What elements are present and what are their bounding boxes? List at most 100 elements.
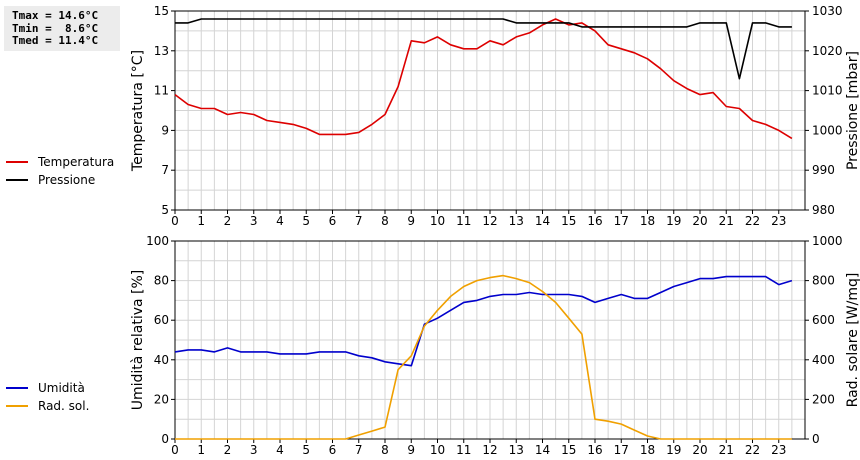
y-tick-label-right-top: 990 (812, 163, 835, 177)
series-line-umidit (174, 275, 793, 367)
legend-bottom: Umidità Rad. sol. (6, 379, 89, 415)
series-line-pressione (175, 18, 792, 80)
stat-tmed: Tmed = 11.4°C (12, 34, 99, 47)
y-tick-label-right-bottom: 0 (812, 432, 820, 446)
y-tick-label-right-top: 1020 (812, 44, 843, 58)
stat-tmin: Tmin = 8.6°C (12, 21, 99, 35)
x-tick-label-top: 20 (692, 214, 707, 228)
x-tick-label-bottom: 14 (535, 443, 550, 457)
chart-bottom: 0 1 2 3 4 5 6 7 8 9 10 11 12 13 14 15 16 17 18 19 20 21 22 2302… (130, 234, 860, 457)
y-tick-label-left-top: 13 (154, 44, 169, 58)
y-tick-label-left-top: 5 (161, 203, 169, 217)
legend-item-umidita: Umidità (6, 379, 89, 397)
x-tick-label-top: 8 (381, 214, 389, 228)
y-tick-label-left-top: 15 (154, 4, 169, 18)
legend-swatch-temperatura (6, 161, 28, 163)
y-tick-label-right-top: 1010 (812, 84, 843, 98)
x-tick-label-bottom: 11 (456, 443, 471, 457)
x-tick-label-top: 17 (614, 214, 629, 228)
x-tick-label-top: 12 (482, 214, 497, 228)
y-tick-label-right-bottom: 400 (812, 353, 835, 367)
y-tick-label-right-bottom: 1000 (812, 234, 843, 248)
legend-top: Temperatura Pressione (6, 153, 114, 189)
x-tick-label-bottom: 15 (561, 443, 576, 457)
y-tick-label-right-bottom: 200 (812, 392, 835, 406)
x-tick-label-top: 10 (430, 214, 445, 228)
y-axis-label-left-bottom: Umidità relativa [%] (130, 270, 146, 411)
legend-item-temperatura: Temperatura (6, 153, 114, 171)
x-tick-label-bottom: 0 (171, 443, 179, 457)
y-tick-label-right-top: 1000 (812, 123, 843, 137)
x-tick-label-top: 23 (771, 214, 786, 228)
x-tick-label-bottom: 23 (771, 443, 786, 457)
x-tick-label-bottom: 3 (250, 443, 258, 457)
y-tick-label-left-top: 9 (161, 123, 169, 137)
x-tick-label-bottom: 21 (719, 443, 734, 457)
x-tick-label-bottom: 1 (197, 443, 205, 457)
x-tick-label-top: 6 (329, 214, 337, 228)
x-tick-label-top: 0 (171, 214, 179, 228)
x-tick-label-bottom: 5 (302, 443, 310, 457)
x-tick-label-bottom: 17 (614, 443, 629, 457)
stats-box: Tmax = 14.6°C Tmin = 8.6°C Tmed = 11.4°C (4, 6, 120, 51)
y-tick-label-left-bottom: 40 (154, 353, 169, 367)
legend-label-temperatura: Temperatura (38, 155, 115, 169)
x-tick-label-bottom: 10 (430, 443, 445, 457)
x-tick-label-bottom: 13 (509, 443, 524, 457)
x-tick-label-bottom: 22 (745, 443, 760, 457)
x-tick-label-top: 3 (250, 214, 258, 228)
x-tick-label-top: 7 (355, 214, 363, 228)
x-tick-label-bottom: 12 (482, 443, 497, 457)
x-tick-label-top: 18 (640, 214, 655, 228)
y-tick-label-right-top: 1030 (812, 4, 843, 18)
x-tick-label-bottom: 9 (407, 443, 415, 457)
x-tick-label-bottom: 7 (355, 443, 363, 457)
x-tick-label-top: 15 (561, 214, 576, 228)
y-tick-label-left-bottom: 0 (161, 432, 169, 446)
legend-label-rad-sol: Rad. sol. (38, 399, 90, 413)
y-tick-label-left-bottom: 100 (146, 234, 169, 248)
x-tick-label-top: 5 (302, 214, 310, 228)
y-axis-label-right-top: Pressione [mbar] (845, 51, 860, 170)
series-line-temperatura (174, 18, 793, 140)
x-tick-label-bottom: 4 (276, 443, 284, 457)
x-tick-label-top: 2 (224, 214, 232, 228)
series-line-rad-sol (175, 274, 792, 440)
y-tick-label-left-top: 7 (161, 163, 169, 177)
x-tick-label-bottom: 20 (692, 443, 707, 457)
y-tick-label-right-bottom: 800 (812, 274, 835, 288)
legend-item-rad-sol: Rad. sol. (6, 397, 89, 415)
legend-swatch-pressione (6, 179, 28, 181)
stat-tmax: Tmax = 14.6°C (12, 9, 99, 22)
y-axis-label-right-bottom: Rad. solare [W/mq] (845, 273, 860, 408)
x-tick-label-bottom: 18 (640, 443, 655, 457)
y-tick-label-left-bottom: 20 (154, 392, 169, 406)
legend-label-pressione: Pressione (38, 173, 96, 187)
x-tick-label-bottom: 8 (381, 443, 389, 457)
legend-swatch-rad-sol (6, 405, 28, 407)
x-tick-label-top: 1 (197, 214, 205, 228)
x-tick-label-top: 11 (456, 214, 471, 228)
x-tick-label-top: 4 (276, 214, 284, 228)
x-tick-label-bottom: 19 (666, 443, 681, 457)
x-tick-label-top: 22 (745, 214, 760, 228)
y-axis-label-left-top: Temperatura [°C] (130, 50, 146, 172)
y-tick-label-right-bottom: 600 (812, 313, 835, 327)
legend-item-pressione: Pressione (6, 171, 114, 189)
y-tick-label-left-top: 11 (154, 84, 169, 98)
x-tick-label-bottom: 16 (587, 443, 602, 457)
x-tick-label-top: 9 (407, 214, 415, 228)
y-tick-label-left-bottom: 60 (154, 313, 169, 327)
legend-label-umidita: Umidità (38, 381, 85, 395)
chart-top: 0 1 2 3 4 5 6 7 8 9 10 11 12 13 14 15 16 17 18 19 20 21 22 2357… (130, 4, 860, 228)
x-tick-label-bottom: 6 (329, 443, 337, 457)
x-tick-label-top: 19 (666, 214, 681, 228)
legend-swatch-umidita (6, 387, 28, 389)
x-tick-label-top: 13 (509, 214, 524, 228)
y-tick-label-right-top: 980 (812, 203, 835, 217)
x-tick-label-bottom: 2 (224, 443, 232, 457)
y-tick-label-left-bottom: 80 (154, 274, 169, 288)
x-tick-label-top: 21 (719, 214, 734, 228)
x-tick-label-top: 16 (587, 214, 602, 228)
